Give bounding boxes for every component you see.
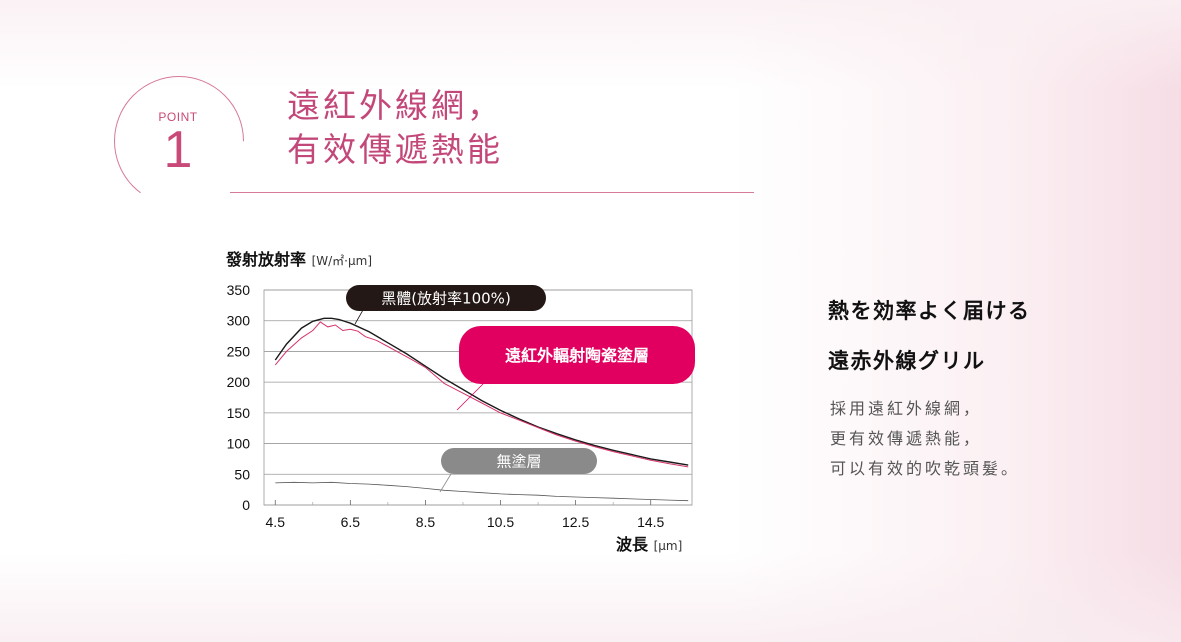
callout-leader bbox=[456, 383, 484, 411]
series-line-3 bbox=[275, 481, 689, 502]
y-tick-label: 150 bbox=[227, 405, 251, 421]
y-axis-title: 發射放射率 bbox=[226, 250, 307, 269]
point-number: 1 bbox=[163, 121, 193, 179]
series-label-2: 遠紅外輻射陶瓷塗層 bbox=[505, 346, 649, 365]
side-body-line-3: 可以有效的吹乾頭髮。 bbox=[830, 459, 1021, 478]
x-axis-unit: [μm] bbox=[653, 539, 683, 553]
page-title: 遠紅外線網， 有效傳遞熱能 bbox=[287, 84, 707, 172]
y-tick-label: 50 bbox=[234, 466, 250, 482]
callout-box bbox=[459, 326, 695, 384]
x-tick-label: 14.5 bbox=[637, 514, 664, 530]
x-tick-label: 12.5 bbox=[562, 514, 589, 530]
callout-leader bbox=[354, 309, 364, 325]
series-line-1 bbox=[274, 317, 689, 466]
y-tick-label: 0 bbox=[242, 497, 250, 513]
y-tick-label: 100 bbox=[227, 436, 251, 452]
title-divider bbox=[230, 192, 754, 193]
side-heading-line-2: 遠赤外線グリル bbox=[828, 348, 986, 373]
y-tick-label: 250 bbox=[227, 343, 251, 359]
x-tick-label: 8.5 bbox=[416, 514, 436, 530]
side-body: 採用遠紅外線網， 更有效傳遞熱能， 可以有效的吹乾頭髮。 bbox=[830, 394, 1130, 484]
emissivity-chart: 350 300 250 200 150 100 50 0 4.5 6.5 8.5 10.5 12.5 14… bbox=[227, 282, 695, 530]
callout-box bbox=[346, 285, 546, 311]
x-axis-title: 波長 bbox=[616, 535, 649, 554]
x-axis-label: 波長 [μm] bbox=[616, 531, 682, 555]
y-tick-label: 300 bbox=[227, 313, 251, 329]
series-label-1: 黑體(放射率100%) bbox=[381, 289, 511, 307]
title-line-2: 有效傳遞熱能 bbox=[287, 130, 503, 169]
x-tick-label: 6.5 bbox=[341, 514, 361, 530]
y-tick-label: 350 bbox=[227, 282, 251, 298]
side-body-line-1: 採用遠紅外線網， bbox=[830, 399, 983, 418]
x-tick-label: 10.5 bbox=[487, 514, 514, 530]
callout-leader bbox=[439, 473, 452, 493]
side-heading: 熱を効率よく届ける 遠赤外線グリル bbox=[828, 286, 1148, 386]
title-line-1: 遠紅外線網， bbox=[287, 86, 503, 125]
y-axis-unit: [W/㎡·μm] bbox=[311, 254, 373, 268]
series-line-2 bbox=[274, 321, 689, 468]
point-label: POINT bbox=[158, 110, 198, 124]
series-label-3: 無塗層 bbox=[496, 452, 541, 470]
side-heading-line-1: 熱を効率よく届ける bbox=[828, 298, 1031, 323]
callout-box bbox=[441, 448, 597, 474]
y-tick-label: 200 bbox=[227, 374, 251, 390]
y-axis-label: 發射放射率 [W/㎡·μm] bbox=[226, 246, 372, 270]
x-tick-label: 4.5 bbox=[266, 514, 286, 530]
side-body-line-2: 更有效傳遞熱能， bbox=[830, 429, 983, 448]
